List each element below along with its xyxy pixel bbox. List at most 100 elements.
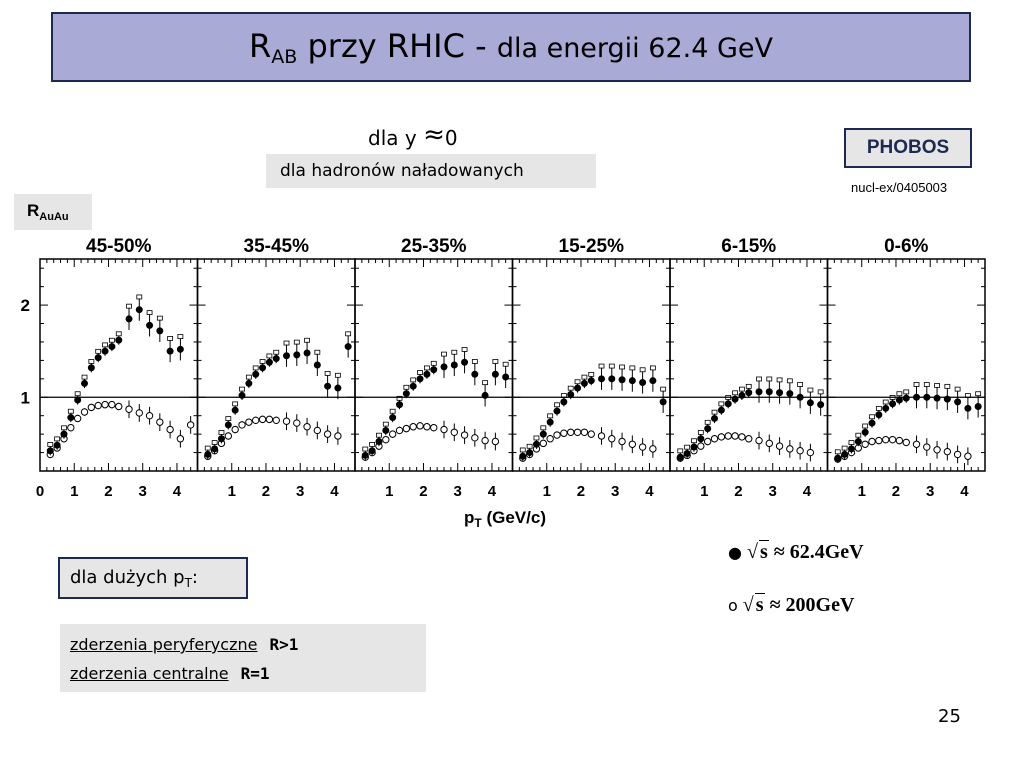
syst-box — [102, 342, 108, 348]
data-point-62gev — [895, 396, 903, 404]
data-point-62gev — [717, 406, 725, 414]
syst-box — [67, 408, 74, 414]
syst-box — [345, 331, 352, 337]
data-point-62gev — [697, 435, 705, 443]
syst-box — [519, 447, 526, 453]
data-point-62gev — [731, 395, 739, 403]
syst-box — [649, 365, 656, 371]
data-point-200gev — [145, 411, 154, 420]
data-point-62gev — [711, 414, 719, 422]
data-point-62gev — [238, 391, 246, 399]
data-point-62gev — [618, 376, 626, 384]
data-point-62gev — [841, 450, 849, 458]
rapidity-condition: dla y ≈0 — [368, 120, 458, 150]
data-point-62gev — [902, 394, 910, 402]
data-point-200gev — [334, 432, 342, 440]
data-point-200gev — [933, 446, 941, 454]
syst-box — [934, 383, 940, 388]
data-point-200gev — [125, 405, 133, 413]
data-point-200gev — [252, 416, 260, 425]
data-point-200gev — [186, 421, 195, 429]
legend-sqrt-s: s — [754, 593, 765, 616]
data-point-200gev — [101, 400, 109, 409]
data-point-200gev — [710, 435, 719, 443]
title-main: przy RHIC - — [307, 26, 487, 65]
data-point-200gev — [806, 448, 815, 457]
data-point-62gev — [265, 358, 273, 366]
data-point-62gev — [776, 389, 784, 397]
data-point-200gev — [597, 432, 606, 440]
syst-box — [283, 340, 290, 346]
data-point-62gev — [954, 398, 962, 406]
finding-row-peripheral: zderzenia peryferyczne R>1 — [70, 630, 416, 659]
syst-box — [382, 421, 389, 427]
x-axis-label-sub: T — [474, 516, 482, 530]
syst-box — [362, 446, 369, 452]
syst-box — [47, 442, 54, 447]
data-point-62gev — [450, 361, 458, 369]
data-point-62gev — [204, 450, 212, 458]
data-point-62gev — [409, 382, 417, 390]
high-pt-subscript: T — [184, 576, 192, 590]
syst-box — [677, 448, 684, 454]
syst-box — [225, 416, 232, 422]
data-point-200gev — [388, 430, 397, 438]
data-point-200gev — [882, 435, 890, 444]
data-point-62gev — [834, 454, 842, 462]
x-tick-label: 4 — [645, 483, 654, 500]
data-point-200gev — [416, 422, 424, 430]
data-point-200gev — [560, 429, 568, 437]
high-pt-text: dla dużych p — [70, 567, 185, 588]
panel-title: 0-6% — [884, 236, 928, 257]
syst-box — [88, 359, 95, 364]
data-point-62gev — [690, 443, 698, 451]
data-point-200gev — [491, 437, 500, 446]
syst-box — [718, 401, 725, 407]
data-point-200gev — [395, 426, 404, 435]
data-point-200gev — [471, 434, 479, 442]
data-point-62gev — [217, 435, 225, 443]
data-point-200gev — [618, 437, 626, 446]
legend-sqrt-s: s — [758, 540, 769, 563]
data-point-62gev — [224, 421, 232, 429]
charged-hadrons-label: dla hadronów naładowanych — [266, 154, 596, 188]
syst-box — [410, 377, 417, 383]
data-point-200gev — [553, 431, 561, 439]
x-tick-label: 4 — [803, 483, 812, 500]
data-point-62gev — [303, 349, 311, 357]
data-point-62gev — [166, 347, 174, 355]
syst-box — [245, 374, 252, 380]
legend-item-200gev: o √ s ≈ 200GeV — [728, 593, 854, 617]
data-point-200gev — [875, 436, 883, 445]
finding-value: R=1 — [240, 664, 270, 683]
data-point-62gev — [283, 352, 291, 360]
data-point-200gev — [888, 435, 897, 444]
data-point-62gev — [854, 438, 862, 446]
syst-box — [745, 383, 752, 389]
data-point-200gev — [953, 450, 962, 459]
data-point-200gev — [224, 432, 233, 440]
data-point-200gev — [450, 428, 458, 436]
data-point-200gev — [765, 439, 773, 448]
syst-box — [273, 349, 280, 355]
syst-box — [581, 374, 588, 380]
syst-box — [259, 359, 266, 364]
x-tick-label: 3 — [139, 483, 147, 500]
syst-box — [177, 334, 184, 339]
data-point-62gev — [519, 452, 527, 460]
data-point-200gev — [166, 425, 174, 434]
title-tail: dla energii 62.4 GeV — [496, 32, 773, 64]
title-r: R — [249, 26, 272, 65]
data-point-200gev — [964, 452, 972, 460]
syst-box — [704, 419, 711, 425]
data-point-200gev — [409, 423, 417, 431]
legend-item-62gev: ● √ s ≈ 62.4GeV — [728, 540, 864, 564]
data-point-62gev — [765, 388, 773, 396]
title-subscript: AB — [271, 45, 298, 68]
data-point-200gev — [94, 401, 102, 410]
syst-box — [211, 440, 218, 445]
data-point-62gev — [60, 430, 68, 438]
data-point-200gev — [567, 428, 575, 436]
syst-box — [896, 391, 903, 397]
approx-symbol: ≈ — [423, 120, 445, 150]
